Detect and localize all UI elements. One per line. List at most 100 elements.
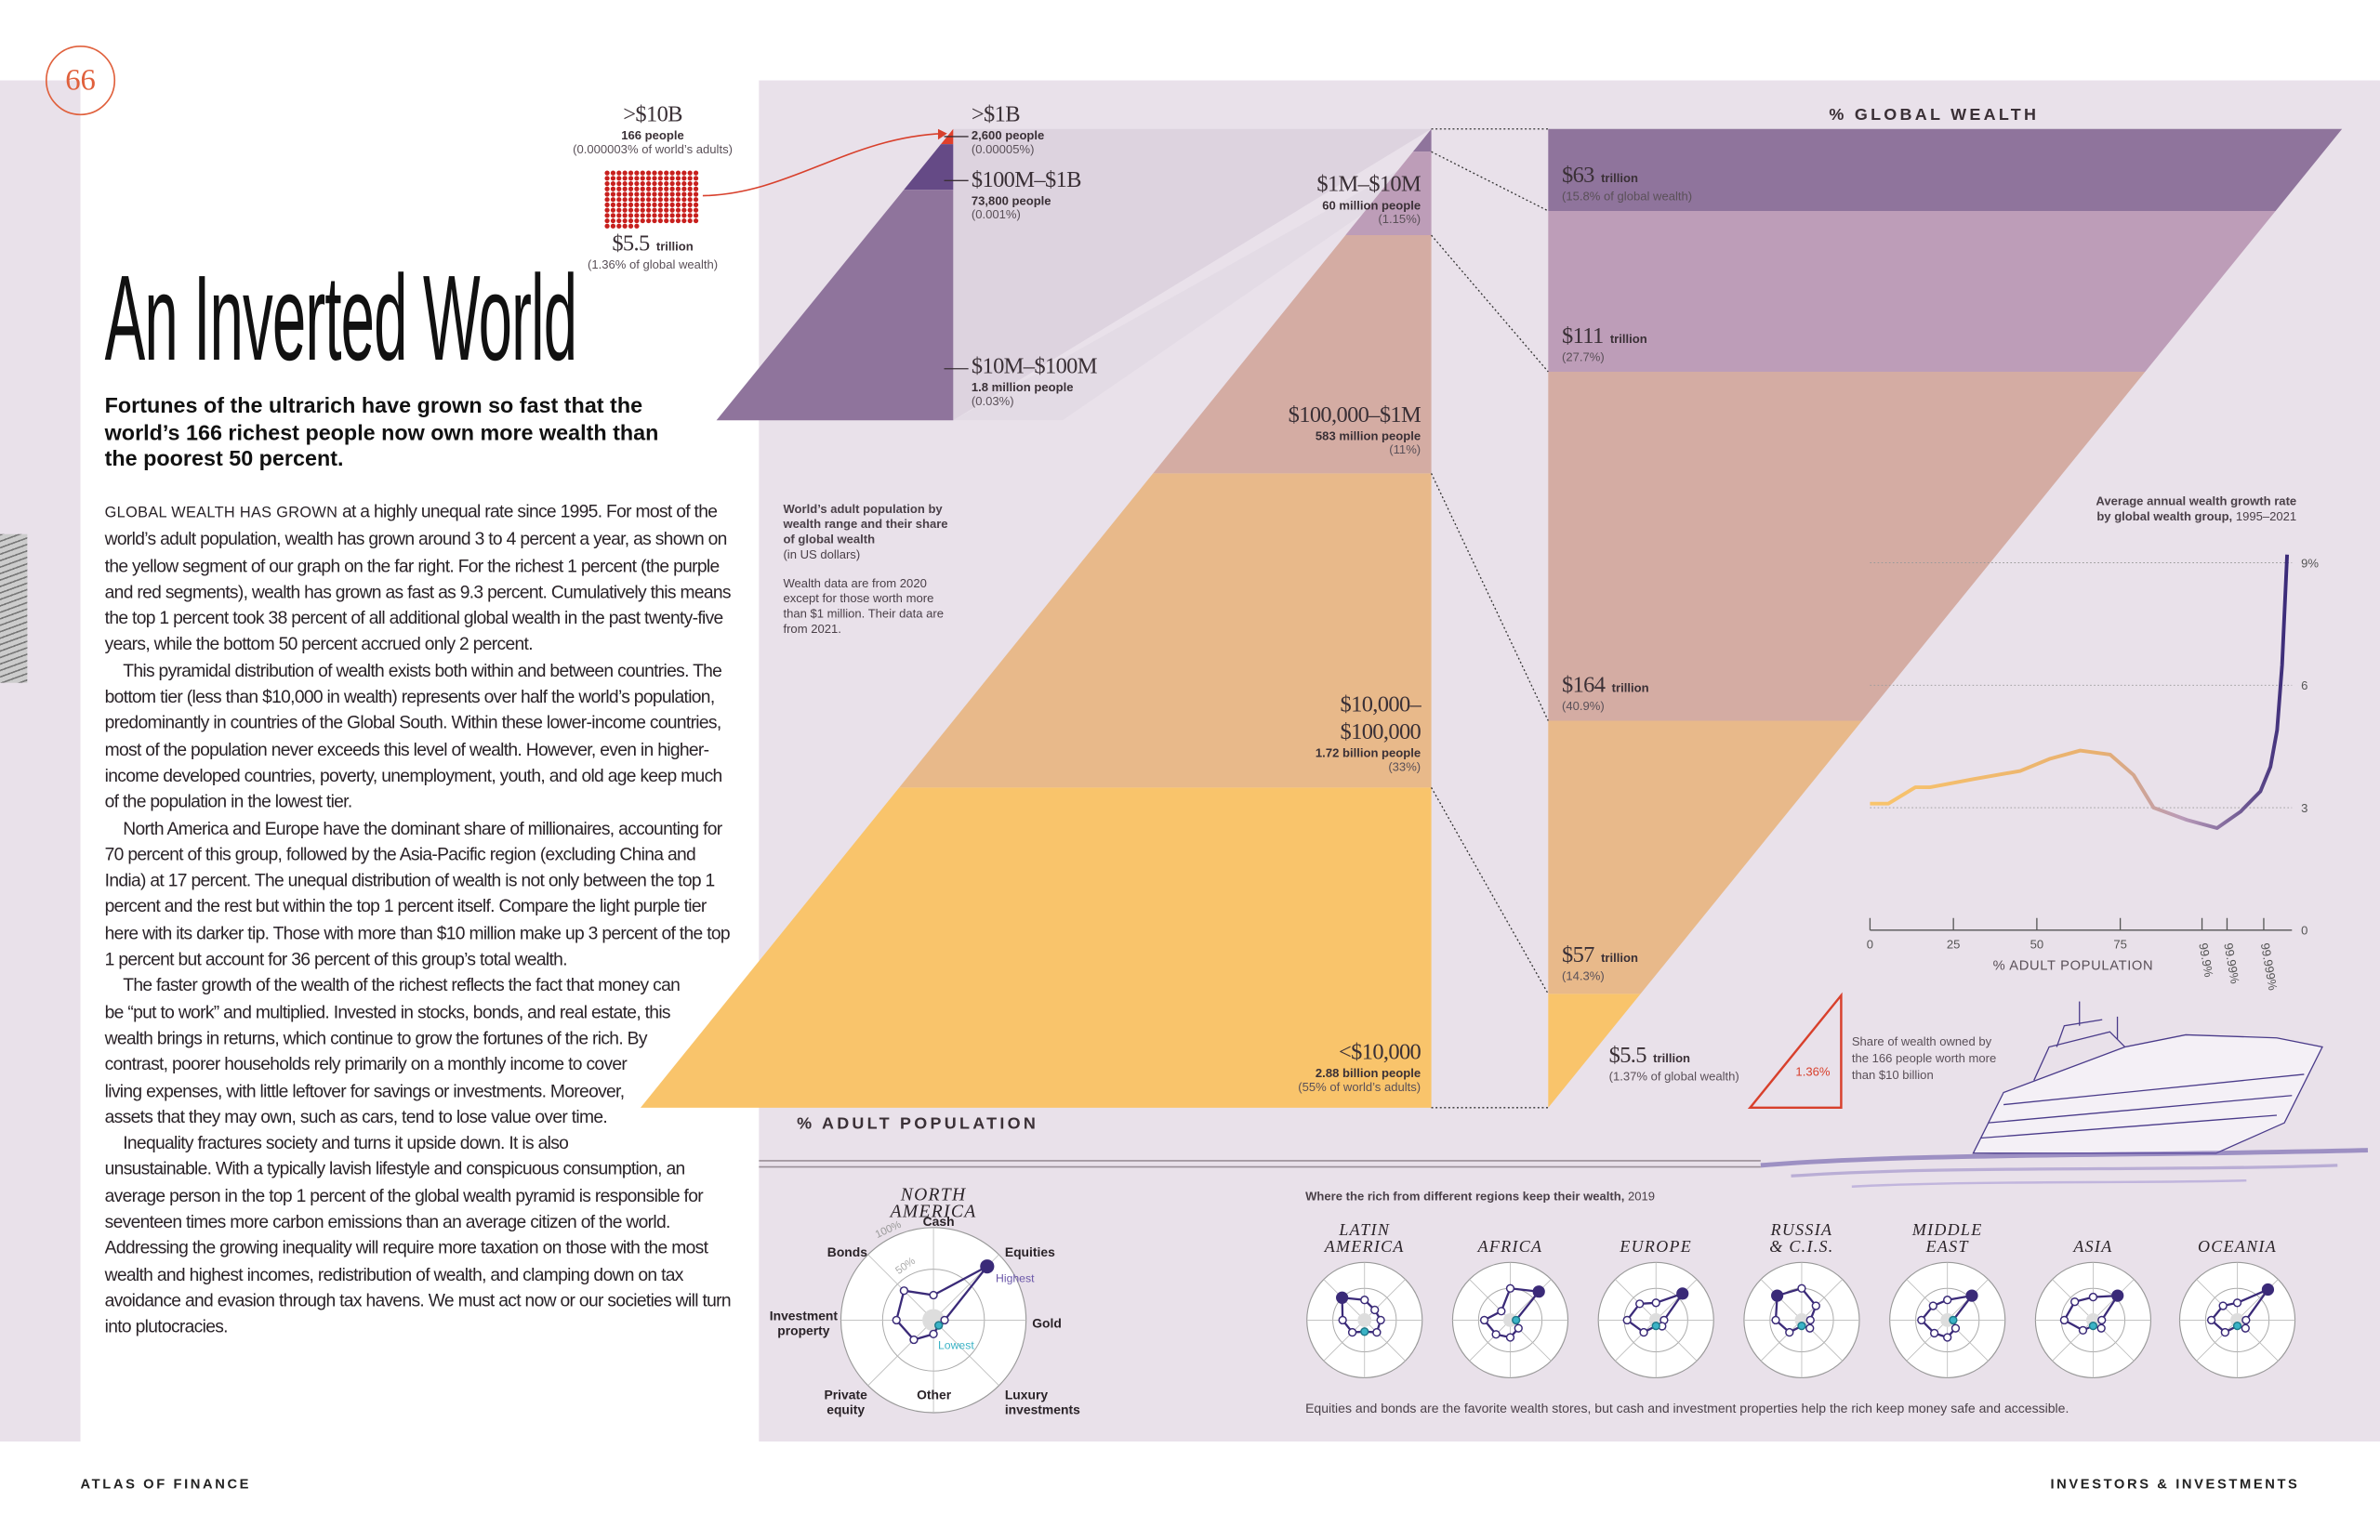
- radar-spoke: [1906, 1320, 1948, 1362]
- billionaire-dot: [687, 207, 693, 213]
- billionaire-dot: [610, 197, 616, 203]
- wealth-value: $111: [1561, 324, 1604, 349]
- billionaire-dot: [664, 180, 669, 187]
- billionaire-dot: [657, 197, 663, 203]
- radar-point: [2078, 1325, 2088, 1336]
- wealth-share: (27.7%): [1561, 350, 1605, 364]
- wealth-label-111: $111 trillion (27.7%): [1561, 323, 1647, 364]
- tip-share-value: 1.36%: [1795, 1065, 1831, 1079]
- radar-point-highest: [980, 1259, 995, 1274]
- wealth-unit: trillion: [655, 239, 694, 254]
- billionaire-dot: [652, 197, 657, 203]
- billionaire-dot: [652, 213, 657, 218]
- radar-axis-label: Investment property: [769, 1308, 839, 1338]
- billionaire-dot: [693, 170, 699, 176]
- note-unit: (in US dollars): [783, 547, 861, 562]
- people-count: 583 million people: [1315, 429, 1421, 443]
- billionaire-dot: [640, 213, 645, 218]
- billionaire-dot: [622, 170, 628, 176]
- radar-point: [1639, 1327, 1648, 1337]
- radar-spoke: [2196, 1320, 2238, 1362]
- billionaire-dot: [657, 186, 663, 191]
- y-tick-label: 6: [2301, 678, 2307, 692]
- billionaire-dot: [675, 217, 681, 224]
- share-label: (0.03%): [971, 394, 1014, 409]
- radar-spoke: [1510, 1279, 1552, 1321]
- billionaire-dot: [622, 202, 628, 208]
- billionaire-dot: [664, 202, 669, 208]
- billionaire-dot: [640, 217, 645, 224]
- article-body: Global wealth has grown at a highly uneq…: [105, 499, 738, 1340]
- billionaire-dot: [622, 191, 628, 197]
- range-label: $10M–$100M: [971, 355, 1098, 380]
- wealth-share: (15.8% of global wealth): [1561, 190, 1693, 204]
- wealth-value: $5.5: [612, 231, 650, 257]
- billionaire-dot: [681, 176, 687, 181]
- billionaire-dot: [657, 180, 663, 187]
- radar-point: [2097, 1315, 2107, 1325]
- people-count: 1.8 million people: [971, 380, 1074, 395]
- radar-point: [2096, 1323, 2106, 1333]
- billionaire-dot: [681, 191, 687, 197]
- wealth-value: $57: [1561, 943, 1594, 968]
- radar-axis-label: Bonds: [826, 1244, 867, 1260]
- radar-point: [909, 1335, 919, 1345]
- people-count: 2,600 people: [971, 128, 1045, 143]
- billionaire-dot: [616, 223, 622, 229]
- radar-point: [1785, 1327, 1794, 1337]
- share-label: (55% of world’s adults): [1298, 1080, 1421, 1095]
- radar-point: [892, 1315, 901, 1325]
- radar-point: [1347, 1327, 1357, 1337]
- share-label: (1.15%): [1378, 212, 1421, 227]
- range-label: $10,000–$100,000: [1340, 693, 1421, 745]
- billionaire-dot: [622, 207, 628, 213]
- wealth-label-5-5: $5.5 trillion (1.37% of global wealth): [1609, 1043, 1739, 1083]
- billionaire-dot: [687, 180, 693, 187]
- billionaire-dot: [610, 217, 616, 224]
- page-title: An Inverted World: [104, 250, 577, 386]
- billionaire-dot: [604, 186, 610, 191]
- share-label: (0.001%): [971, 207, 1021, 222]
- billionaire-dot: [669, 176, 675, 181]
- billionaire-dot: [604, 213, 610, 218]
- top-one-percent-segment: [716, 190, 954, 421]
- wealth-bar-segment: [1548, 371, 2146, 721]
- x-tick-label: 99.999%: [2258, 941, 2281, 992]
- dotted-connector: [1430, 473, 1549, 721]
- billionaire-dot: [669, 191, 675, 197]
- radar-point: [1811, 1301, 1820, 1310]
- billionaire-dot: [681, 186, 687, 191]
- people-count: 1.72 billion people: [1315, 746, 1421, 760]
- billionaire-dot: [616, 197, 622, 203]
- wealth-value: $164: [1561, 673, 1606, 699]
- radar-point: [1338, 1315, 1347, 1325]
- wealth-unit: trillion: [1601, 951, 1638, 966]
- radar-point: [1805, 1323, 1815, 1333]
- billionaire-dot: [628, 223, 634, 229]
- range-label: $100,000–$1M: [1288, 403, 1421, 428]
- billionaire-dot: [646, 176, 652, 181]
- paragraph: Global wealth has grown at a highly uneq…: [105, 499, 738, 658]
- billionaire-dot: [634, 217, 640, 224]
- billionaire-dot: [664, 217, 669, 224]
- billionaire-dot: [646, 213, 652, 218]
- radar-axis-label: Gold: [1032, 1315, 1062, 1331]
- radar-spoke: [1615, 1320, 1657, 1362]
- share-label: (33%): [1388, 759, 1421, 774]
- billionaire-dot: [616, 191, 622, 197]
- radar-point-lowest: [1512, 1315, 1521, 1325]
- radar-point: [1376, 1315, 1385, 1325]
- radar-region-title: LATIN AMERICA: [1324, 1221, 1405, 1257]
- billionaire-dot: [604, 217, 610, 224]
- population-bar-segment: [1153, 235, 1432, 474]
- radar-region-title: AFRICA: [1477, 1238, 1543, 1257]
- billionaire-dot: [622, 186, 628, 191]
- edge-hatch-decoration: [0, 533, 28, 683]
- people-count: 73,800 people: [971, 193, 1051, 208]
- range-label: >$1B: [971, 103, 1021, 128]
- billionaire-dot: [657, 170, 663, 176]
- billionaire-dot: [693, 191, 699, 197]
- left-margin-band: [0, 80, 81, 1442]
- x-tick-label: 50: [2030, 937, 2044, 951]
